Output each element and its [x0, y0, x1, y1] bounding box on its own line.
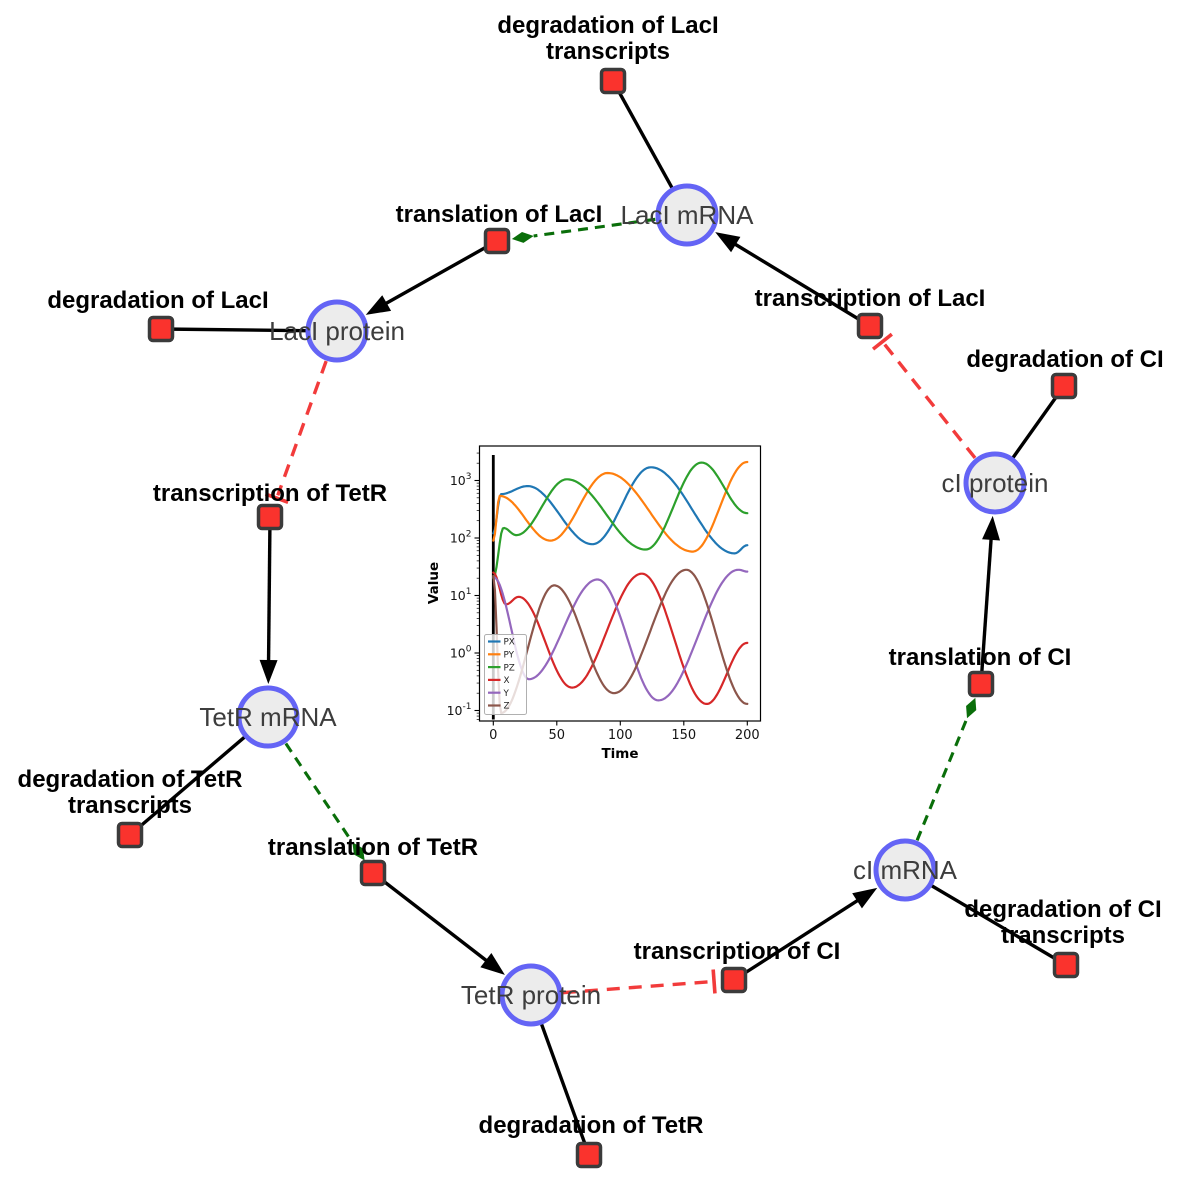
reaction-label-tx_tetR: transcription of TetR [153, 480, 387, 507]
reaction-node-tx_cI [720, 966, 748, 994]
chart-legend: PX PY PZ XYZ [484, 634, 527, 715]
species-label-cI_protein: cI protein [942, 468, 1049, 498]
series-line-Y [492, 568, 749, 702]
reaction-label-deg_lacI_tx: degradation of LacI [497, 12, 718, 39]
reaction-node-tl_cI [967, 670, 995, 698]
chart-spines [478, 445, 762, 722]
node-layer [116, 67, 1080, 1169]
reaction-label-deg_tetR_tx: degradation of TetR [18, 766, 243, 793]
x-tick-label: 50 [549, 728, 566, 743]
legend-label-Z: Z [504, 702, 510, 712]
x-tick-label: 150 [671, 728, 696, 743]
reaction-label-deg_cI: degradation of CI [966, 346, 1163, 373]
reaction-label-deg_lacI: degradation of LacI [47, 287, 268, 314]
edge-consumption-cI_mRNA-deg_cI_tx [930, 884, 1067, 967]
reaction-node-deg_cI_tx [1052, 951, 1080, 979]
legend-label-PZ: PZ [504, 663, 515, 673]
arrowhead-icon [480, 953, 505, 975]
reaction-label-deg_tetR: degradation of TetR [479, 1112, 704, 1139]
modifier-diamond-icon [966, 697, 977, 719]
chart-series-layer [492, 460, 749, 715]
edge-inhibition-cI_protein-tx_lacI [882, 342, 977, 460]
species-label-cI_mRNA: cI mRNA [853, 855, 958, 885]
species-node-lacI_protein [305, 299, 369, 363]
y-axis-label: Value [426, 562, 442, 604]
species-node-cI_mRNA [873, 838, 937, 902]
species-node-tetR_mRNA [236, 685, 300, 749]
inhibition-tee-icon [264, 492, 289, 504]
modifier-diamond-icon [352, 842, 365, 861]
series-line-Z [492, 568, 749, 715]
y-tick-label: 100 [450, 645, 472, 661]
y-tick-label: 103 [450, 472, 472, 488]
edge-production-tl_lacI-lacI_protein [382, 239, 498, 307]
edge-inhibition-tetR_protein-tx_cI [562, 979, 712, 995]
reaction-node-tl_lacI [483, 227, 511, 255]
x-tick-label: 0 [489, 728, 497, 743]
arrowhead-icon [852, 887, 878, 909]
modifier-diamond-icon [511, 232, 534, 243]
reaction-label-deg_cI_tx: degradation of CI [964, 896, 1161, 923]
x-axis-label: Time [601, 746, 638, 762]
species-node-cI_protein [963, 451, 1027, 515]
species-label-lacI_protein: LacI protein [269, 316, 405, 346]
reaction-node-deg_cI [1050, 372, 1078, 400]
species-node-lacI_mRNA [655, 183, 719, 247]
arrowhead-icon [365, 295, 392, 315]
reaction-node-deg_lacI [147, 315, 175, 343]
reaction-node-tl_tetR [359, 859, 387, 887]
inhibition-tee-icon [711, 969, 717, 994]
edge-consumption-tetR_mRNA-deg_tetR_tx [128, 735, 246, 837]
legend-label-Y: Y [503, 689, 510, 699]
edge-production-tl_tetR-tetR_protein [371, 871, 491, 964]
series-line-PZ [492, 461, 749, 580]
x-tick-label: 100 [608, 728, 633, 743]
reaction-label-deg_tetR_tx: transcripts [68, 792, 192, 819]
y-tick-label: 101 [450, 587, 472, 603]
legend-label-PY: PY [504, 651, 515, 661]
edge-modifier-cI_mRNA-tl_cI [915, 717, 969, 841]
reaction-label-tl_tetR: translation of TetR [268, 834, 478, 861]
x-tick-label: 200 [735, 728, 760, 743]
species-label-lacI_mRNA: LacI mRNA [621, 200, 755, 230]
reaction-node-deg_tetR [575, 1141, 603, 1169]
edge-consumption-tetR_protein-deg_tetR [539, 1023, 591, 1156]
edge-production-tx_tetR-tetR_mRNA [266, 516, 272, 665]
edge-inhibition-lacI_protein-tx_tetR [276, 360, 328, 496]
edge-modifier-tetR_mRNA-tl_tetR [284, 742, 354, 844]
arrowhead-icon [259, 659, 278, 685]
legend-label-PX: PX [504, 638, 515, 648]
arrowhead-icon [715, 232, 741, 253]
arrowhead-icon [982, 515, 1001, 541]
species-label-tetR_mRNA: TetR mRNA [199, 702, 337, 732]
reaction-node-deg_lacI_tx [599, 67, 627, 95]
series-line-PX [492, 466, 749, 555]
edge-production-tx_lacI-lacI_mRNA [731, 241, 871, 328]
reaction-label-deg_cI_tx: transcripts [1001, 922, 1125, 949]
reaction-label-tl_lacI: translation of LacI [396, 201, 603, 228]
reaction-node-deg_tetR_tx [116, 821, 144, 849]
legend-label-X: X [504, 676, 510, 686]
series-line-PY [492, 460, 749, 553]
y-tick-label: 102 [450, 530, 472, 546]
label-layer: LacI mRNA LacI protein TetR mRNA TetR prote… [18, 12, 1164, 1139]
edge-consumption-lacI_protein-deg_lacI [160, 327, 307, 333]
reaction-label-tx_cI: transcription of CI [634, 938, 841, 965]
reaction-node-tx_lacI [856, 312, 884, 340]
edge-production-tl_cI-cI_protein [979, 535, 994, 685]
edge-production-tx_cI-cI_mRNA [733, 897, 862, 982]
y-tick-label: 10-1 [447, 702, 472, 718]
species-node-tetR_protein [499, 963, 563, 1027]
species-label-tetR_protein: TetR protein [461, 980, 601, 1010]
edge-modifier-lacI_mRNA-tl_lacI [533, 217, 656, 238]
inhibition-tee-icon [871, 332, 893, 351]
reaction-label-tx_lacI: transcription of LacI [755, 285, 986, 312]
reaction-label-deg_lacI_tx: transcripts [546, 38, 670, 65]
reaction-node-tx_tetR [256, 503, 284, 531]
edge-consumption-lacI_mRNA-deg_lacI_tx [611, 80, 674, 189]
reaction-label-tl_cI: translation of CI [889, 644, 1072, 671]
